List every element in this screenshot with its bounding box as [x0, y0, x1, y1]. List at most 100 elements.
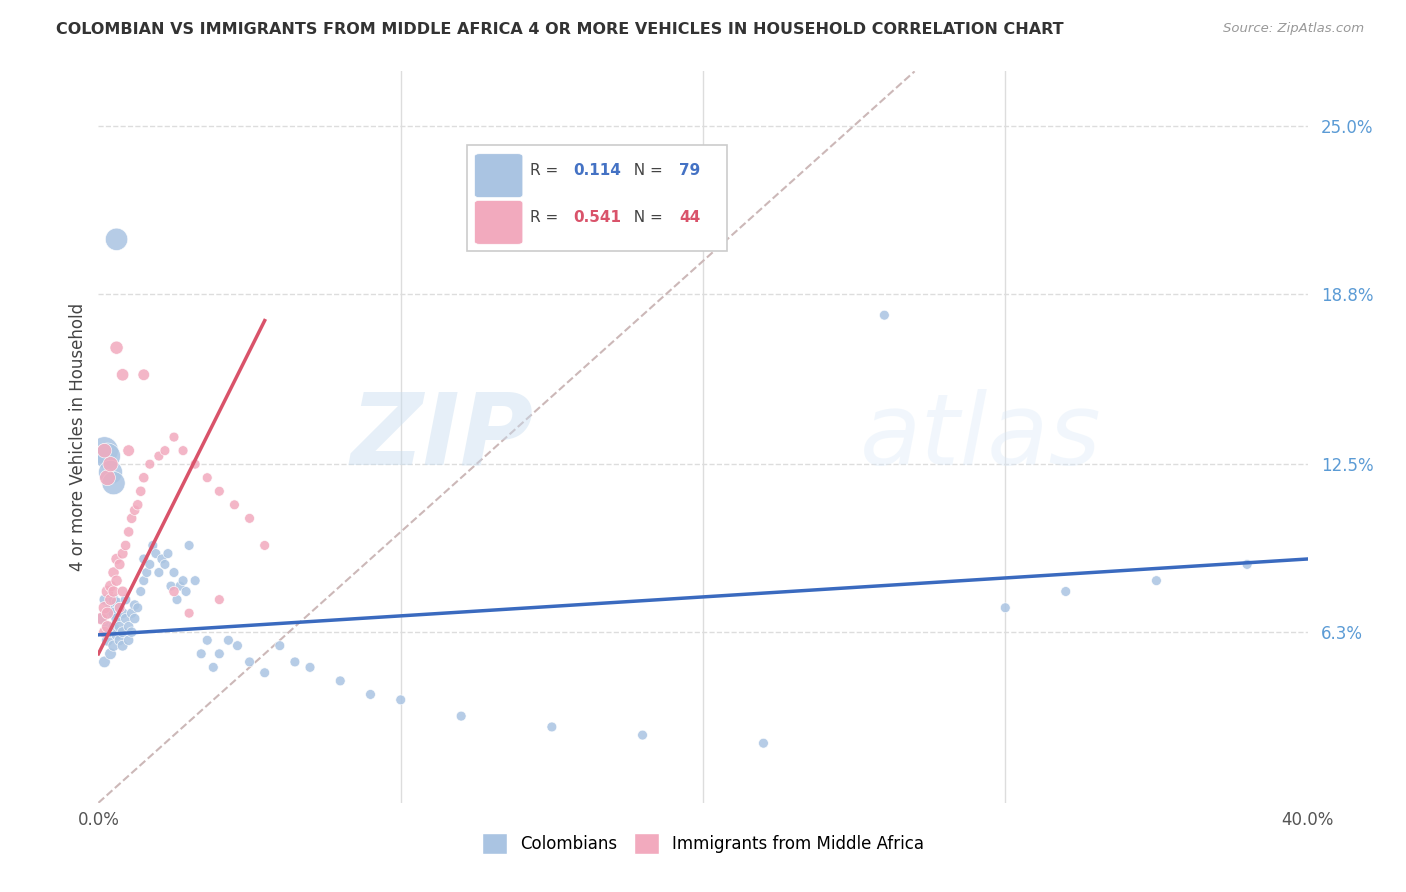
Point: [100, 465, 122, 479]
Point: [153, 558, 176, 572]
Point: [93, 592, 115, 607]
Point: [105, 552, 128, 566]
Point: [139, 457, 162, 471]
Point: [96, 633, 118, 648]
Point: [135, 566, 157, 580]
Point: [994, 600, 1017, 615]
Point: [145, 547, 167, 561]
Text: atlas: atlas: [860, 389, 1102, 485]
Point: [100, 579, 122, 593]
Point: [239, 511, 262, 525]
Point: [93, 655, 115, 669]
Point: [108, 558, 131, 572]
Point: [253, 538, 276, 552]
Point: [179, 538, 201, 552]
Point: [114, 592, 136, 607]
Point: [631, 728, 654, 742]
Point: [108, 620, 131, 634]
Point: [153, 443, 176, 458]
Point: [96, 606, 118, 620]
Point: [108, 600, 131, 615]
Point: [96, 620, 118, 634]
Point: [121, 511, 143, 525]
Point: [127, 600, 149, 615]
Legend: Colombians, Immigrants from Middle Africa: Colombians, Immigrants from Middle Afric…: [475, 827, 931, 860]
Point: [96, 620, 118, 634]
Point: [284, 655, 307, 669]
Point: [118, 620, 141, 634]
Point: [96, 606, 118, 620]
Point: [1236, 558, 1258, 572]
Point: [208, 647, 231, 661]
Point: [105, 628, 128, 642]
Point: [139, 558, 162, 572]
Point: [111, 639, 134, 653]
Text: R =: R =: [530, 163, 564, 178]
Text: N =: N =: [624, 210, 668, 225]
Text: 44: 44: [679, 210, 700, 225]
Point: [103, 584, 125, 599]
Point: [114, 538, 136, 552]
Point: [90, 611, 112, 625]
Point: [118, 443, 141, 458]
Point: [132, 552, 155, 566]
Point: [105, 341, 128, 355]
Point: [184, 574, 207, 588]
Point: [752, 736, 775, 750]
Text: COLOMBIAN VS IMMIGRANTS FROM MIDDLE AFRICA 4 OR MORE VEHICLES IN HOUSEHOLD CORRE: COLOMBIAN VS IMMIGRANTS FROM MIDDLE AFRI…: [56, 22, 1064, 37]
Point: [163, 584, 186, 599]
Text: Source: ZipAtlas.com: Source: ZipAtlas.com: [1223, 22, 1364, 36]
Text: 0.114: 0.114: [574, 163, 621, 178]
Point: [114, 611, 136, 625]
Point: [100, 592, 122, 607]
Point: [172, 443, 194, 458]
Point: [105, 611, 128, 625]
Point: [184, 457, 207, 471]
Point: [100, 600, 122, 615]
Point: [111, 625, 134, 640]
Point: [163, 566, 186, 580]
Text: R =: R =: [530, 210, 564, 225]
Point: [96, 449, 118, 463]
Point: [195, 471, 218, 485]
Point: [208, 484, 231, 499]
Point: [269, 639, 291, 653]
Point: [103, 620, 125, 634]
Point: [100, 647, 122, 661]
Point: [132, 574, 155, 588]
Point: [299, 660, 322, 674]
FancyBboxPatch shape: [474, 201, 523, 244]
Point: [111, 547, 134, 561]
Point: [93, 600, 115, 615]
Point: [111, 368, 134, 382]
Point: [150, 552, 173, 566]
Text: ZIP: ZIP: [350, 389, 534, 485]
FancyBboxPatch shape: [467, 145, 727, 251]
Point: [93, 443, 115, 458]
Text: 0.541: 0.541: [574, 210, 621, 225]
Point: [111, 606, 134, 620]
Text: 79: 79: [679, 163, 700, 178]
Point: [239, 655, 262, 669]
Point: [148, 566, 170, 580]
Point: [93, 625, 115, 640]
Point: [174, 584, 197, 599]
Point: [96, 471, 118, 485]
Point: [148, 449, 170, 463]
FancyBboxPatch shape: [474, 153, 523, 198]
Point: [132, 471, 155, 485]
Point: [111, 584, 134, 599]
Point: [124, 503, 146, 517]
Point: [253, 665, 276, 680]
Point: [124, 598, 146, 612]
Point: [108, 600, 131, 615]
Point: [202, 660, 225, 674]
Point: [389, 693, 412, 707]
Point: [127, 498, 149, 512]
Point: [93, 443, 115, 458]
Point: [121, 625, 143, 640]
Point: [100, 625, 122, 640]
Point: [166, 592, 188, 607]
Point: [540, 720, 562, 734]
Point: [105, 595, 128, 609]
